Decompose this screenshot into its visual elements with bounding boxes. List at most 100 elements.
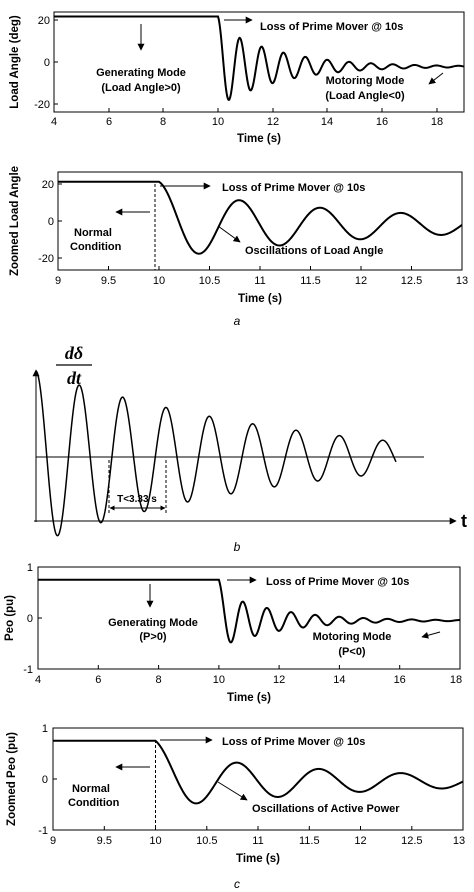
x-ticks — [57, 266, 463, 270]
y-axis-label-numerator: dδ — [65, 343, 83, 363]
x-tick-labels: 9 9.5 10 10.5 11 11.5 12 12.5 13 — [50, 835, 465, 847]
x-tick-label: 8 — [160, 116, 166, 128]
x-tick-label: 6 — [106, 116, 112, 128]
x-tick-label: 12 — [354, 835, 366, 847]
panel-zoomed-load-angle: 9 9.5 10 10.5 11 11.5 12 12.5 13 20 0 -2… — [9, 166, 468, 305]
annotation-generating-mode: Generating Mode — [96, 67, 186, 79]
annotation-loss-of-prime-mover: Loss of Prime Mover @ 10s — [260, 21, 403, 33]
x-tick-label: 10 — [149, 835, 161, 847]
x-tick-label: 9.5 — [101, 275, 116, 287]
x-axis-label: Time (s) — [236, 853, 280, 865]
x-tick-label: 6 — [95, 674, 101, 686]
y-tick-label: 0 — [44, 57, 50, 69]
annotation-loss-of-prime-mover: Loss of Prime Mover @ 10s — [222, 736, 365, 748]
panel-peo: 4 6 8 10 12 14 16 18 1 0 -1 Time (s) Peo… — [4, 562, 462, 704]
annotation-oscillations-of-load-angle: Oscillations of Load Angle — [245, 245, 383, 257]
panel-ddelta-dt: dδ dt t T<3.33 s — [32, 343, 467, 537]
annotation-motoring-mode: Motoring Mode — [313, 631, 392, 643]
x-tick-label: 13 — [456, 275, 468, 287]
x-axis-label: Time (s) — [238, 293, 282, 305]
x-tick-labels: 4 6 8 10 12 14 16 18 — [35, 674, 462, 686]
annotation-motoring-mode-condition: (P<0) — [338, 646, 366, 658]
panel-load-angle: 4 6 8 10 12 14 16 18 20 0 -20 Time (s) L… — [9, 11, 465, 145]
x-tick-label: 12.5 — [401, 275, 422, 287]
x-tick-label: 4 — [51, 116, 57, 128]
x-tick-label: 11.5 — [299, 835, 320, 847]
annotation-condition: Condition — [70, 241, 122, 253]
y-axis-label: Peo (pu) — [4, 595, 16, 641]
annotation-loss-of-prime-mover: Loss of Prime Mover @ 10s — [222, 182, 365, 194]
y-tick-label: 0 — [42, 774, 48, 786]
y-tick-label: -20 — [38, 253, 54, 265]
annotation-arrow — [421, 631, 441, 639]
x-tick-label: 12 — [267, 116, 279, 128]
y-ticks — [38, 566, 42, 670]
x-axis-label: t — [461, 511, 467, 531]
x-axis-label: Time (s) — [227, 692, 271, 704]
annotation-normal: Normal — [72, 783, 110, 795]
annotation-generating-mode-condition: (P>0) — [139, 631, 167, 643]
y-axis-label: Zoomed Peo (pu) — [6, 732, 18, 826]
x-tick-label: 10 — [153, 275, 165, 287]
y-ticks — [58, 183, 62, 259]
y-tick-label: 0 — [48, 216, 54, 228]
annotation-motoring-mode: Motoring Mode — [326, 75, 405, 87]
annotation-motoring-mode-condition: (Load Angle<0) — [325, 90, 405, 102]
x-tick-label: 12.5 — [401, 835, 422, 847]
y-ticks — [54, 19, 58, 105]
x-ticks — [53, 108, 438, 112]
caption-c: c — [234, 877, 240, 891]
annotation-generating-mode: Generating Mode — [108, 617, 198, 629]
y-tick-label: 20 — [38, 15, 50, 27]
annotation-generating-mode-condition: (Load Angle>0) — [101, 82, 181, 94]
panel-zoomed-peo: 9 9.5 10 10.5 11 11.5 12 12.5 13 1 0 -1 … — [6, 723, 465, 865]
x-tick-label: 9 — [55, 275, 61, 287]
series-line-peo — [38, 578, 460, 644]
x-tick-label: 16 — [376, 116, 388, 128]
x-tick-label: 10 — [213, 674, 225, 686]
annotation-loss-of-prime-mover: Loss of Prime Mover @ 10s — [266, 576, 409, 588]
x-tick-label: 9 — [50, 835, 56, 847]
x-tick-label: 8 — [156, 674, 162, 686]
x-ticks — [37, 665, 461, 669]
y-axis-label: Load Angle (deg) — [9, 15, 21, 109]
x-ticks — [52, 826, 464, 830]
caption-a: a — [234, 314, 241, 328]
x-tick-label: 10 — [212, 116, 224, 128]
y-tick-label: 0 — [27, 613, 33, 625]
annotation-arrow — [428, 72, 444, 85]
x-tick-label: 11 — [254, 275, 265, 287]
caption-b: b — [234, 540, 241, 554]
y-tick-label: -1 — [38, 825, 48, 837]
x-tick-label: 14 — [333, 674, 345, 686]
x-tick-label: 11.5 — [300, 275, 321, 287]
annotation-arrow — [217, 225, 241, 243]
x-axis-label: Time (s) — [237, 133, 281, 145]
x-tick-label: 12 — [355, 275, 367, 287]
x-tick-label: 11 — [252, 835, 263, 847]
series-line-load-angle — [54, 15, 465, 101]
x-tick-label: 16 — [394, 674, 406, 686]
x-tick-label: 9.5 — [97, 835, 112, 847]
y-tick-label: 20 — [42, 179, 54, 191]
annotation-arrow — [217, 781, 248, 801]
period-label: T<3.33 s — [117, 494, 157, 505]
y-tick-label: -20 — [34, 99, 50, 111]
y-axis-label-denominator: dt — [67, 368, 82, 388]
y-ticks — [53, 727, 57, 831]
y-tick-label: -1 — [23, 664, 33, 676]
y-tick-label: 1 — [42, 723, 48, 735]
annotation-oscillations-of-active-power: Oscillations of Active Power — [252, 803, 400, 815]
annotation-normal: Normal — [74, 227, 112, 239]
x-tick-label: 4 — [35, 674, 41, 686]
y-tick-label: 1 — [27, 562, 33, 574]
x-tick-label: 12 — [273, 674, 285, 686]
series-line-ddelta-dt — [35, 370, 397, 537]
annotation-condition: Condition — [68, 797, 120, 809]
x-tick-label: 13 — [453, 835, 465, 847]
x-tick-label: 18 — [431, 116, 443, 128]
x-tick-labels: 4 6 8 10 12 14 16 18 — [51, 116, 443, 128]
x-tick-label: 14 — [321, 116, 333, 128]
x-tick-label: 18 — [450, 674, 462, 686]
